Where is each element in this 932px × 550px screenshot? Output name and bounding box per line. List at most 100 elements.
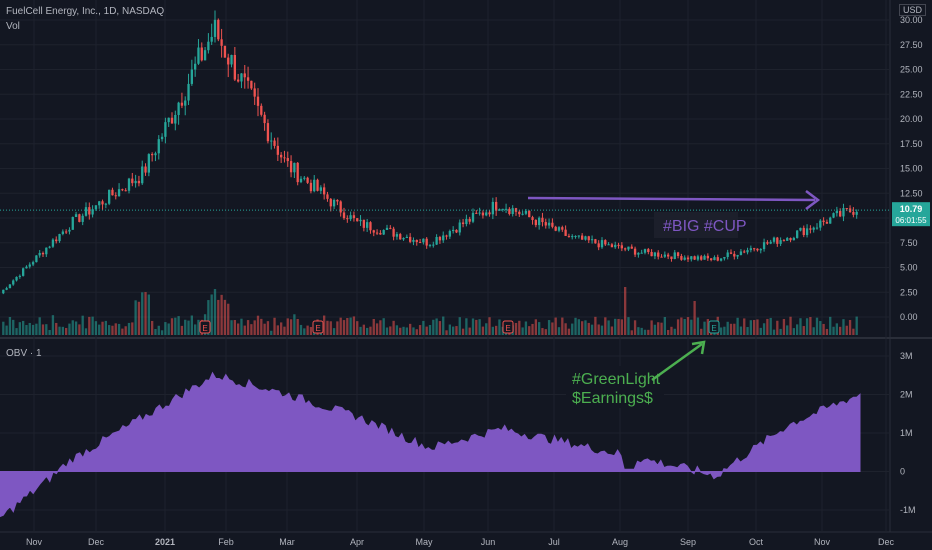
time-axis-tick: May: [415, 537, 433, 547]
volume-bar: [21, 320, 25, 335]
volume-bar: [329, 321, 332, 335]
volume-bar: [190, 315, 194, 335]
volume-bar: [127, 322, 131, 335]
candle: [438, 236, 442, 241]
volume-bar: [230, 320, 233, 335]
obv-axis-tick: -1M: [900, 505, 916, 515]
volume-bar: [438, 321, 442, 335]
candle: [488, 212, 491, 215]
candle: [617, 244, 620, 246]
volume-bar: [723, 326, 726, 335]
candle: [855, 211, 858, 215]
candle: [240, 73, 243, 82]
candle: [55, 239, 58, 242]
volume-bar: [101, 321, 104, 335]
volume-bar: [657, 322, 660, 335]
candle: [587, 236, 590, 241]
candle: [405, 236, 409, 239]
volume-bar: [633, 320, 637, 335]
candle: [276, 145, 280, 155]
candle: [726, 252, 729, 257]
candle: [812, 227, 815, 230]
volume-bar: [475, 319, 478, 335]
volume-bar: [620, 319, 624, 335]
volume-bar: [240, 318, 243, 335]
price-axis-tick: 17.50: [900, 139, 923, 149]
volume-bar: [154, 328, 157, 335]
volume-bar: [177, 316, 180, 335]
candle: [537, 217, 541, 226]
candle: [408, 236, 412, 242]
volume-bar: [653, 324, 657, 335]
volume-bar: [217, 299, 220, 335]
candle: [528, 210, 531, 218]
volume-bar: [666, 329, 670, 335]
volume-bar: [382, 318, 385, 335]
volume-bar: [346, 318, 349, 335]
candle: [299, 178, 303, 183]
volume-bar: [733, 323, 736, 335]
volume-bar: [551, 322, 554, 335]
candle: [21, 268, 25, 276]
candle: [640, 252, 643, 254]
candle: [101, 201, 104, 205]
candle: [326, 194, 329, 199]
volume-bar: [524, 321, 528, 335]
volume-bar: [64, 327, 68, 335]
candle: [673, 252, 676, 259]
volume-bar: [213, 289, 217, 335]
volume-bar: [68, 323, 71, 335]
volume-bar: [600, 325, 604, 335]
candle: [471, 212, 475, 222]
candle: [485, 212, 488, 216]
candle: [686, 257, 690, 260]
volume-bar: [283, 326, 286, 335]
candle: [356, 218, 359, 222]
time-axis-tick: Sep: [680, 537, 696, 547]
candle: [604, 240, 607, 245]
obv-axis-tick: 2M: [900, 390, 913, 400]
volume-bar: [35, 323, 38, 335]
volume-bar: [736, 317, 739, 335]
volume-bar: [610, 326, 614, 335]
earnings-annotation: $Earnings$: [572, 390, 653, 407]
candle: [809, 228, 812, 230]
candle: [481, 212, 485, 216]
currency-badge[interactable]: USD: [898, 4, 926, 16]
volume-bar: [266, 321, 270, 335]
candle: [207, 41, 210, 51]
volume-bar: [339, 317, 342, 335]
candle: [184, 100, 187, 106]
greenlight-arrow-head: [691, 340, 706, 355]
candle: [84, 207, 88, 216]
volume-bar: [752, 319, 756, 335]
candle: [293, 162, 296, 173]
volume-bar: [726, 321, 729, 335]
obv-area: [0, 371, 861, 518]
candle: [653, 252, 657, 257]
candle: [197, 47, 200, 64]
volume-bar: [442, 316, 445, 335]
volume-bar: [564, 323, 567, 335]
candle: [124, 190, 127, 192]
cup-annotation: #BIG #CUP: [663, 218, 747, 235]
volume-bar: [802, 326, 805, 335]
candle: [842, 208, 845, 217]
earnings-marker-label: E: [505, 324, 510, 333]
candle: [650, 251, 653, 257]
volume-bar: [395, 325, 399, 335]
candle: [303, 177, 306, 179]
volume-bar: [187, 320, 190, 335]
candle: [647, 249, 650, 252]
candle: [246, 77, 250, 81]
candle: [35, 255, 38, 263]
volume-bar: [362, 324, 366, 335]
volume-bar: [309, 327, 313, 335]
greenlight-annotation: #GreenLight: [572, 371, 661, 388]
candle: [28, 264, 31, 267]
volume-bar: [491, 326, 495, 335]
candle: [752, 248, 756, 250]
candle: [759, 249, 762, 251]
volume-bar: [461, 328, 465, 335]
volume-bar: [455, 326, 458, 335]
